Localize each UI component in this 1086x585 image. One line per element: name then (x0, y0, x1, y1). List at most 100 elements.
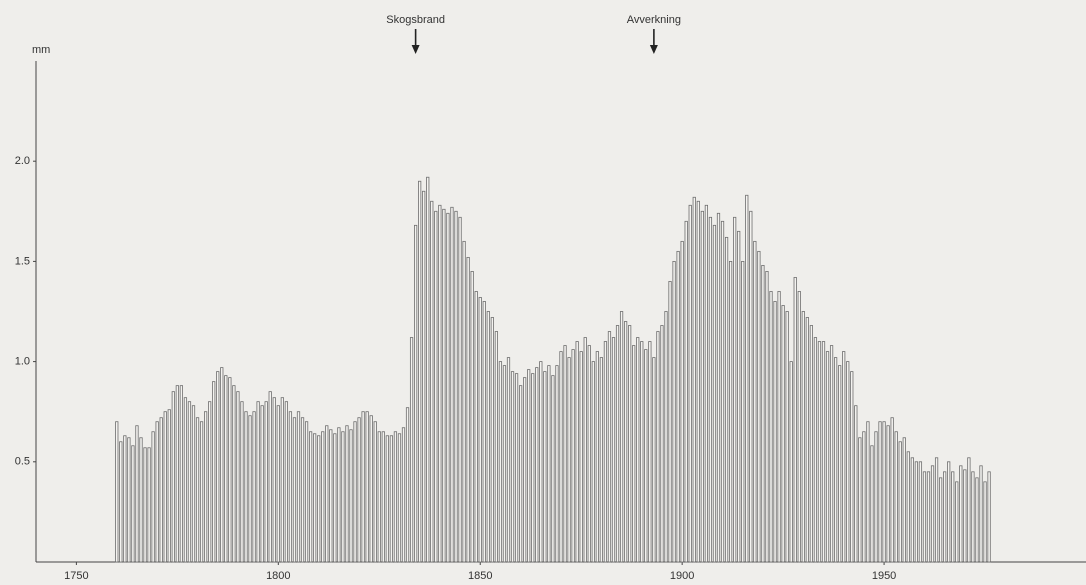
bar (846, 361, 850, 563)
bar (272, 397, 276, 563)
bar (224, 375, 228, 563)
bar (684, 220, 688, 563)
bar (555, 365, 559, 563)
bar (696, 200, 700, 563)
bar (910, 457, 914, 563)
bar (341, 431, 345, 563)
bar (422, 190, 426, 563)
y-tick-label: 1.0 (15, 356, 30, 368)
bar (147, 447, 151, 563)
bar (276, 405, 280, 563)
y-tick-label: 1.5 (15, 255, 30, 267)
bar (716, 212, 721, 563)
bar (199, 421, 204, 563)
annotation-arrowhead (411, 45, 420, 54)
bar (381, 431, 385, 563)
bar (676, 250, 680, 563)
bar (583, 337, 587, 563)
bar (329, 429, 333, 563)
bar (628, 325, 632, 563)
bar (430, 200, 434, 563)
bar (244, 411, 248, 563)
y-tick-label: 0.5 (15, 456, 30, 468)
bar (337, 427, 341, 563)
bar (313, 433, 317, 563)
bar (918, 461, 923, 563)
bar (139, 437, 143, 563)
x-tick-label: 1800 (266, 570, 290, 582)
bar (405, 407, 410, 563)
bar (119, 441, 123, 563)
bar (692, 196, 696, 563)
bar (115, 421, 119, 563)
annotation-label: Avverkning (627, 14, 681, 26)
bar (720, 220, 725, 563)
x-tick-label: 1750 (64, 570, 88, 582)
bar (704, 204, 708, 563)
bar (874, 431, 878, 563)
bar (906, 451, 910, 563)
bar (858, 437, 862, 563)
bar (131, 445, 135, 563)
bar (943, 471, 947, 563)
bar (159, 417, 163, 563)
bar (741, 260, 745, 563)
bar (769, 291, 773, 563)
bar (490, 317, 494, 563)
bar (587, 345, 591, 563)
bar (506, 357, 511, 563)
bar (333, 433, 337, 563)
bar (252, 411, 256, 563)
bar (737, 230, 741, 563)
bar (510, 371, 515, 563)
bar (761, 265, 765, 563)
bar (781, 305, 785, 563)
annotation-label: Skogsbrand (386, 14, 445, 26)
bar (983, 481, 987, 563)
bar (393, 431, 398, 563)
bar (599, 357, 603, 563)
bar (898, 441, 902, 563)
bar (615, 325, 620, 563)
bar (478, 297, 482, 563)
bar (854, 405, 858, 563)
bar (442, 208, 446, 563)
bar (870, 445, 874, 563)
bar (567, 357, 571, 563)
bar (922, 471, 927, 563)
bar (345, 425, 349, 563)
bar (902, 437, 906, 563)
bar (317, 435, 321, 563)
bar (195, 417, 200, 563)
bar (426, 176, 430, 563)
bar (571, 349, 575, 563)
bar (357, 417, 361, 563)
bar (414, 224, 418, 563)
bar (466, 256, 470, 563)
bar (712, 224, 717, 563)
bar (135, 425, 139, 563)
bar (514, 373, 519, 563)
bar (288, 411, 293, 563)
bar (979, 465, 983, 563)
bar (127, 437, 131, 563)
bar (894, 431, 898, 563)
bar (284, 401, 288, 563)
bar (785, 311, 789, 563)
bar (934, 457, 939, 563)
bar (434, 210, 438, 563)
bar (474, 291, 478, 563)
bar (535, 367, 539, 563)
bar (959, 465, 963, 563)
bar (842, 351, 846, 563)
x-tick-label: 1900 (670, 570, 694, 582)
bar (813, 337, 818, 563)
bar (595, 351, 599, 563)
bar (369, 415, 373, 563)
bar (539, 361, 543, 563)
bar (821, 341, 826, 563)
bar (834, 357, 838, 563)
bar (304, 421, 309, 563)
bar (163, 411, 167, 563)
